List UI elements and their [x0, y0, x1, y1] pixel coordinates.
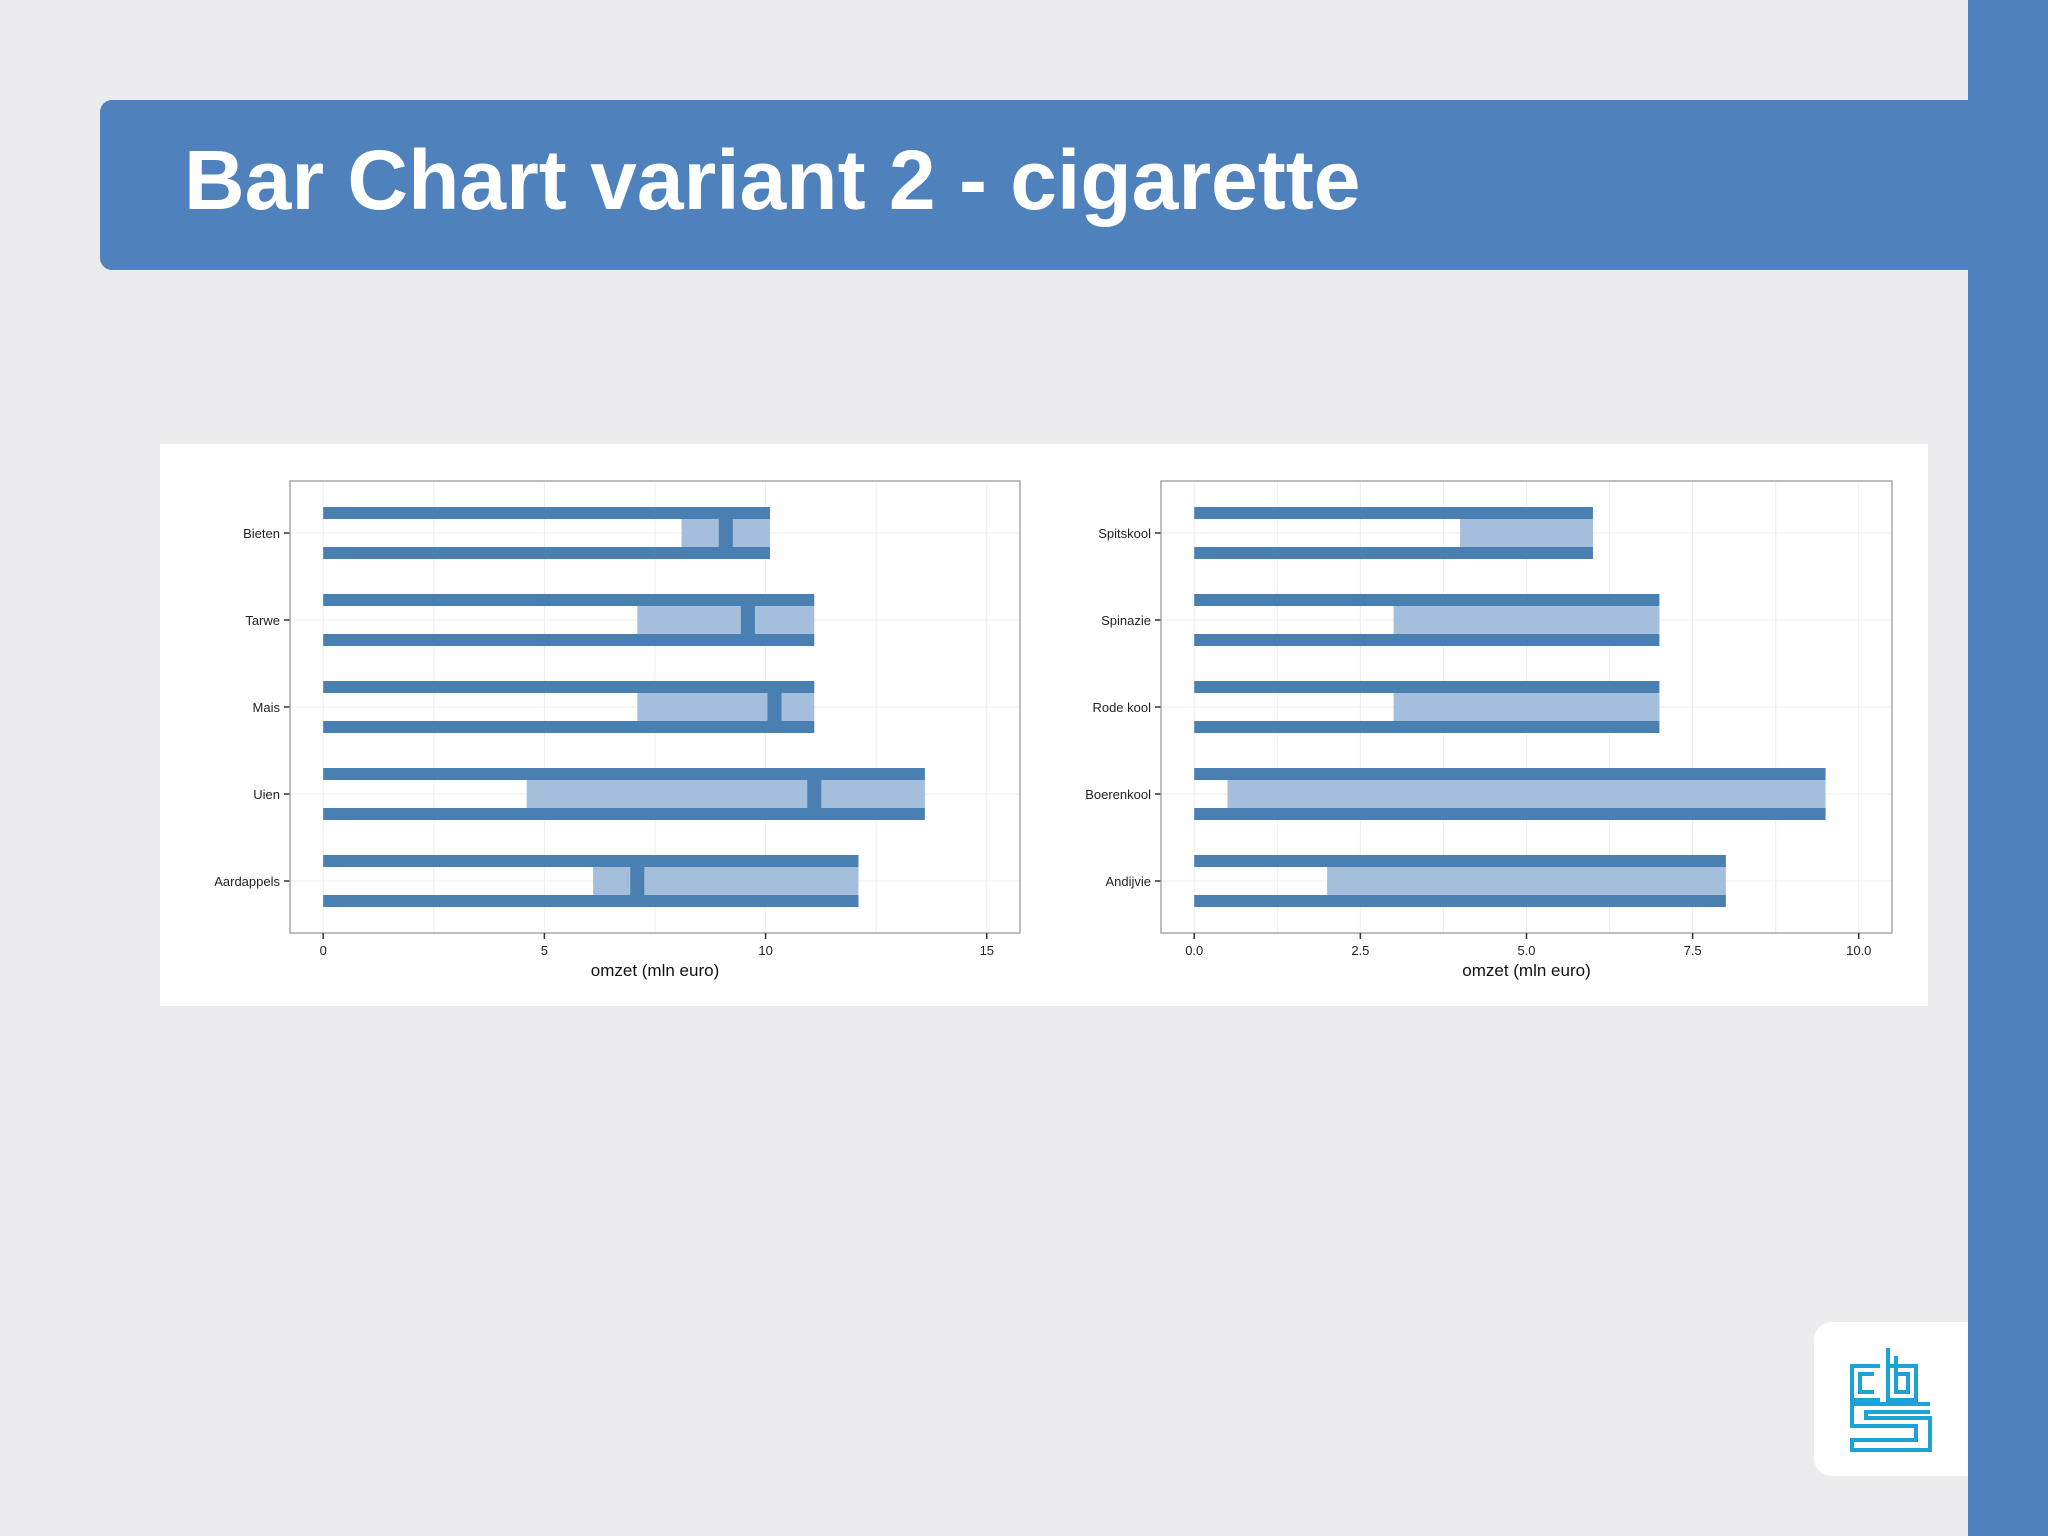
bar-bottom-stripe	[323, 547, 771, 559]
category-label: Andijvie	[1105, 874, 1151, 889]
category-label: Spinazie	[1101, 613, 1151, 628]
bar-bottom-stripe	[1194, 634, 1660, 646]
category-label: Spitskool	[1098, 526, 1151, 541]
bar-bottom-stripe	[1194, 721, 1660, 733]
range-band	[1393, 606, 1660, 634]
range-band	[526, 780, 925, 808]
x-tick-label: 7.5	[1684, 943, 1702, 958]
bar-top-stripe	[1194, 768, 1826, 780]
x-tick-label: 5	[541, 943, 548, 958]
category-label: Aardappels	[214, 874, 280, 889]
category-label: Mais	[253, 700, 281, 715]
title-bar: Bar Chart variant 2 - cigarette	[100, 100, 1968, 270]
bar-top-stripe	[1194, 507, 1593, 519]
bar-top-stripe	[1194, 594, 1660, 606]
bar-bottom-stripe	[1194, 547, 1593, 559]
category-label: Tarwe	[245, 613, 280, 628]
bar-top-stripe	[1194, 681, 1660, 693]
bar-bottom-stripe	[323, 721, 815, 733]
x-tick-label: 5.0	[1517, 943, 1535, 958]
marker-bar	[807, 780, 822, 808]
bar-top-stripe	[323, 855, 859, 867]
bar-bottom-stripe	[323, 895, 859, 907]
right-accent-strip	[1968, 0, 2048, 1536]
x-tick-label: 0	[320, 943, 327, 958]
category-label: Uien	[253, 787, 280, 802]
x-tick-label: 10.0	[1846, 943, 1871, 958]
bar-bottom-stripe	[1194, 895, 1726, 907]
x-axis-title: omzet (mln euro)	[591, 961, 719, 980]
range-band	[1460, 519, 1593, 547]
category-label: Bieten	[243, 526, 280, 541]
bar-top-stripe	[323, 681, 815, 693]
cbs-logo-icon	[1850, 1348, 1932, 1452]
range-band	[1227, 780, 1826, 808]
chart-card: Bieten Tarwe Mais Uien Aardappels 0 5 10 15 omzet…	[160, 444, 1928, 1006]
bar-top-stripe	[323, 594, 815, 606]
range-band	[1393, 693, 1660, 721]
slide-title: Bar Chart variant 2 - cigarette	[184, 133, 1361, 227]
charts-area: Bieten Tarwe Mais Uien Aardappels 0 5 10 15 omzet…	[214, 480, 1893, 980]
range-band	[637, 606, 815, 634]
panel-border	[289, 480, 1021, 934]
range-band	[1327, 867, 1726, 895]
bar-bottom-stripe	[323, 808, 925, 820]
range-band	[637, 693, 815, 721]
x-tick-label: 2.5	[1351, 943, 1369, 958]
cbs-logo	[1814, 1322, 1968, 1476]
bar-bottom-stripe	[323, 634, 815, 646]
marker-bar	[767, 693, 782, 721]
x-tick-label: 0.0	[1185, 943, 1203, 958]
category-label: Rode kool	[1092, 700, 1151, 715]
bar-top-stripe	[323, 507, 771, 519]
marker-bar	[740, 606, 755, 634]
marker-bar	[630, 867, 645, 895]
bar-top-stripe	[323, 768, 925, 780]
bar-top-stripe	[1194, 855, 1726, 867]
x-tick-label: 10	[758, 943, 772, 958]
category-label: Boerenkool	[1085, 787, 1151, 802]
bar-bottom-stripe	[1194, 808, 1826, 820]
x-axis-title: omzet (mln euro)	[1462, 961, 1590, 980]
x-tick-label: 15	[980, 943, 994, 958]
marker-bar	[718, 519, 733, 547]
